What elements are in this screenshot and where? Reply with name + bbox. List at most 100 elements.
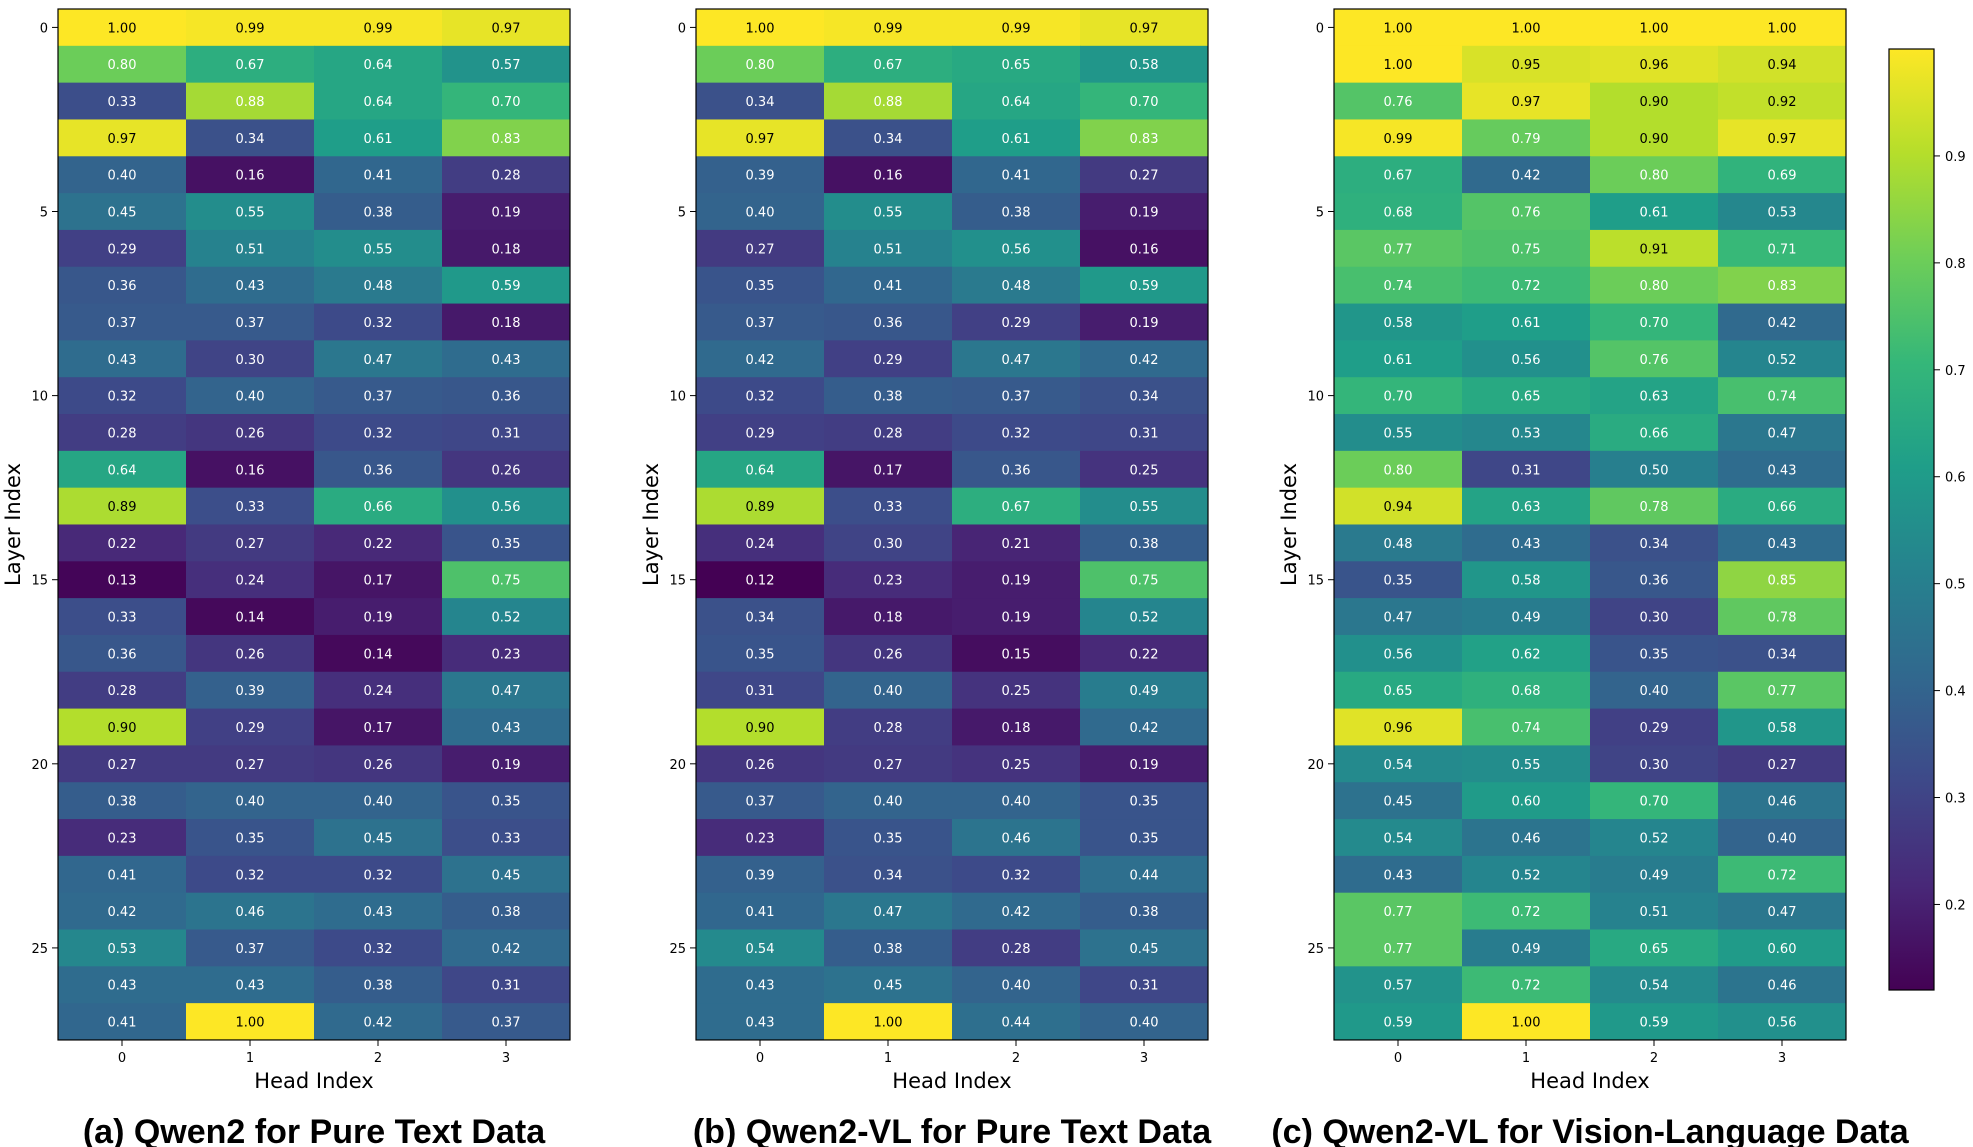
heatmap-cell-label: 0.61: [1512, 316, 1541, 331]
heatmap-cell: [952, 855, 1081, 894]
heatmap-cell: [1080, 193, 1209, 231]
heatmap-cell-label: 0.29: [108, 242, 137, 257]
heatmap-cell: [824, 340, 953, 378]
heatmap-cell: [1334, 45, 1463, 84]
heatmap-cell: [1718, 156, 1847, 194]
heatmap-cell: [186, 634, 315, 673]
heatmap-cell: [314, 193, 443, 231]
heatmap-cell-label: 0.76: [1640, 353, 1669, 368]
heatmap-cell-label: 0.80: [1384, 463, 1413, 478]
heatmap-cell-label: 0.48: [364, 279, 393, 294]
heatmap-cell: [58, 450, 187, 489]
heatmap-cell: [1718, 377, 1847, 415]
heatmap-cell-label: 0.42: [1768, 316, 1797, 331]
heatmap-cell-label: 0.43: [1384, 868, 1413, 883]
heatmap-cell-label: 0.47: [874, 905, 903, 920]
heatmap-cell-label: 0.70: [492, 95, 521, 110]
heatmap-cell-label: 0.13: [108, 574, 137, 589]
heatmap-cell: [824, 119, 953, 157]
heatmap-cell: [314, 9, 443, 47]
heatmap-cell-label: 0.35: [1130, 795, 1159, 810]
heatmap-cell-label: 0.60: [1512, 795, 1541, 810]
heatmap-cell: [1334, 82, 1463, 120]
heatmap-cell-label: 0.53: [1768, 206, 1797, 221]
heatmap-cell: [442, 892, 571, 930]
heatmap-cell: [58, 377, 187, 415]
heatmap-cell-label: 0.57: [492, 58, 521, 73]
colorbar-tick-label: 0.8: [1945, 257, 1966, 272]
y-tick-label: 0: [40, 21, 48, 36]
x-tick-label: 1: [246, 1051, 254, 1066]
heatmap-cell-label: 0.56: [1512, 353, 1541, 368]
heatmap-cell: [314, 156, 443, 194]
x-tick-label: 0: [756, 1051, 764, 1066]
heatmap-cell-label: 0.24: [746, 537, 775, 552]
heatmap-cell-label: 0.18: [492, 316, 521, 331]
heatmap-cell-label: 0.89: [746, 500, 775, 515]
heatmap-cell: [186, 119, 315, 157]
x-tick-label: 0: [1394, 1051, 1402, 1066]
heatmap-cells-b: 1.00 0.99 0.99 0.97 0.80 0.67 0.65 0.58 0.34 0.88…: [696, 9, 1209, 1041]
heatmap-cell: [1334, 193, 1463, 231]
heatmap-cell-label: 0.38: [1002, 206, 1031, 221]
x-tick-label: 0: [118, 1051, 126, 1066]
heatmap-cell: [58, 119, 187, 157]
heatmap-cell-label: 0.36: [492, 390, 521, 405]
heatmap-cell: [186, 450, 315, 489]
y-tick-label: 5: [678, 206, 686, 221]
heatmap-cell-label: 0.17: [874, 463, 903, 478]
heatmap-cell: [314, 377, 443, 415]
heatmap-cell: [442, 9, 571, 47]
heatmap-panel-a: 1.00 0.99 0.99 0.97 0.80 0.67 0.64 0.57 0.33 0.88…: [1, 8, 571, 1147]
heatmap-cell-label: 0.41: [364, 169, 393, 184]
heatmap-cell: [1080, 892, 1209, 930]
heatmap-cell: [186, 414, 315, 452]
heatmap-cell: [314, 819, 443, 857]
heatmap-cell: [314, 340, 443, 378]
heatmap-cell-label: 0.19: [364, 611, 393, 626]
heatmap-cell: [442, 45, 571, 84]
heatmap-cell: [824, 524, 953, 562]
heatmap-cell-label: 0.37: [236, 316, 265, 331]
heatmap-cell: [314, 450, 443, 489]
heatmap-cell: [1080, 487, 1209, 525]
heatmap-cell: [58, 1003, 187, 1041]
heatmap-cell-label: 0.62: [1512, 647, 1541, 662]
heatmap-cell: [314, 929, 443, 967]
heatmap-cell-label: 0.57: [1384, 979, 1413, 994]
heatmap-cell: [696, 193, 825, 231]
heatmap-cell-label: 0.64: [1002, 95, 1031, 110]
heatmap-cell: [186, 598, 315, 636]
heatmap-cell-label: 0.41: [746, 905, 775, 920]
heatmap-cell-label: 0.37: [364, 390, 393, 405]
heatmap-cell: [442, 561, 571, 599]
heatmap-cell: [696, 119, 825, 157]
heatmap-cell-label: 0.22: [1130, 647, 1159, 662]
heatmap-cell: [1718, 119, 1847, 157]
heatmap-cell: [1718, 450, 1847, 489]
heatmap-cell-label: 0.38: [874, 390, 903, 405]
heatmap-cell: [696, 929, 825, 967]
heatmap-cell: [186, 819, 315, 857]
heatmap-cell-label: 0.74: [1768, 390, 1797, 405]
heatmap-cell: [1334, 9, 1463, 47]
heatmap-cell-label: 0.43: [746, 979, 775, 994]
heatmap-cell: [824, 82, 953, 120]
heatmap-cell-label: 0.74: [1384, 279, 1413, 294]
heatmap-cell: [442, 414, 571, 452]
heatmap-cell: [1462, 193, 1591, 231]
heatmap-cell-label: 0.35: [874, 831, 903, 846]
heatmap-cell: [314, 634, 443, 673]
heatmap-cell: [824, 414, 953, 452]
heatmap-cell: [1334, 266, 1463, 305]
heatmap-cell: [1080, 524, 1209, 562]
heatmap-cell-label: 0.52: [1130, 611, 1159, 626]
heatmap-cell: [442, 1003, 571, 1041]
heatmap-cell-label: 1.00: [1768, 21, 1797, 36]
heatmap-cell-label: 0.53: [108, 942, 137, 957]
heatmap-cell: [1590, 414, 1719, 452]
heatmap-cell: [1462, 1003, 1591, 1041]
heatmap-cell-label: 0.14: [236, 611, 265, 626]
heatmap-cell-label: 0.42: [746, 353, 775, 368]
heatmap-cell-label: 0.30: [236, 353, 265, 368]
